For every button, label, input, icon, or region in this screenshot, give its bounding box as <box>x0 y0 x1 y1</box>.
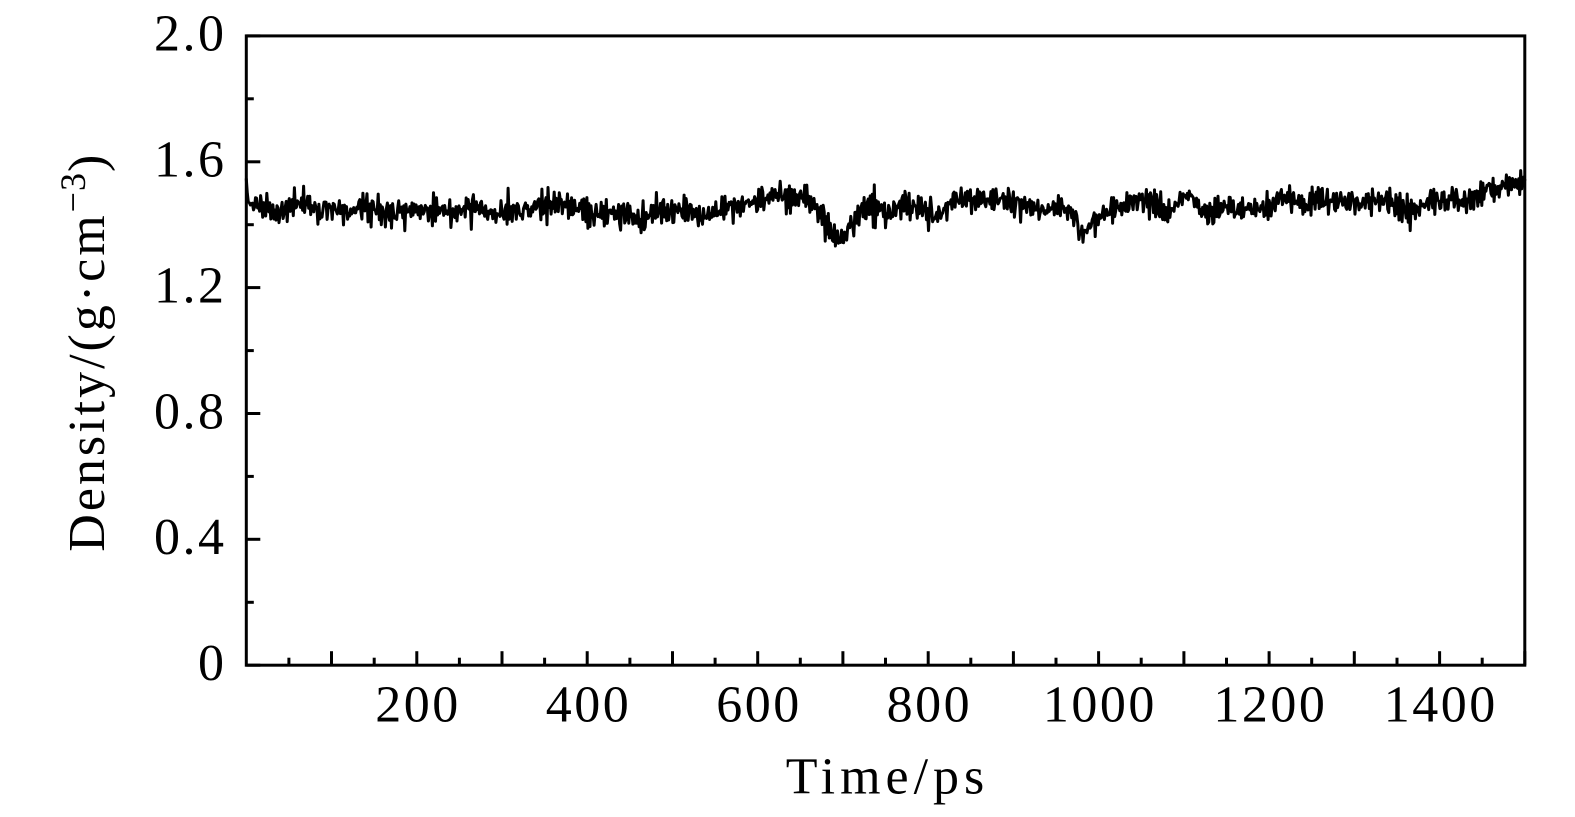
svg-text:Time/ps: Time/ps <box>786 748 990 805</box>
svg-text:0.4: 0.4 <box>154 509 227 566</box>
svg-text:200: 200 <box>375 677 461 734</box>
svg-text:1.6: 1.6 <box>154 132 227 189</box>
svg-text:Density/(g·cm−3): Density/(g·cm−3) <box>53 152 116 552</box>
svg-text:0.8: 0.8 <box>154 383 227 440</box>
svg-text:600: 600 <box>716 677 802 734</box>
svg-text:2.0: 2.0 <box>154 6 227 63</box>
svg-text:0: 0 <box>198 635 227 692</box>
svg-text:1400: 1400 <box>1384 677 1498 734</box>
svg-text:400: 400 <box>546 677 632 734</box>
svg-text:1200: 1200 <box>1213 677 1327 734</box>
svg-text:800: 800 <box>887 677 973 734</box>
svg-text:1.2: 1.2 <box>154 257 227 314</box>
svg-text:1000: 1000 <box>1043 677 1157 734</box>
